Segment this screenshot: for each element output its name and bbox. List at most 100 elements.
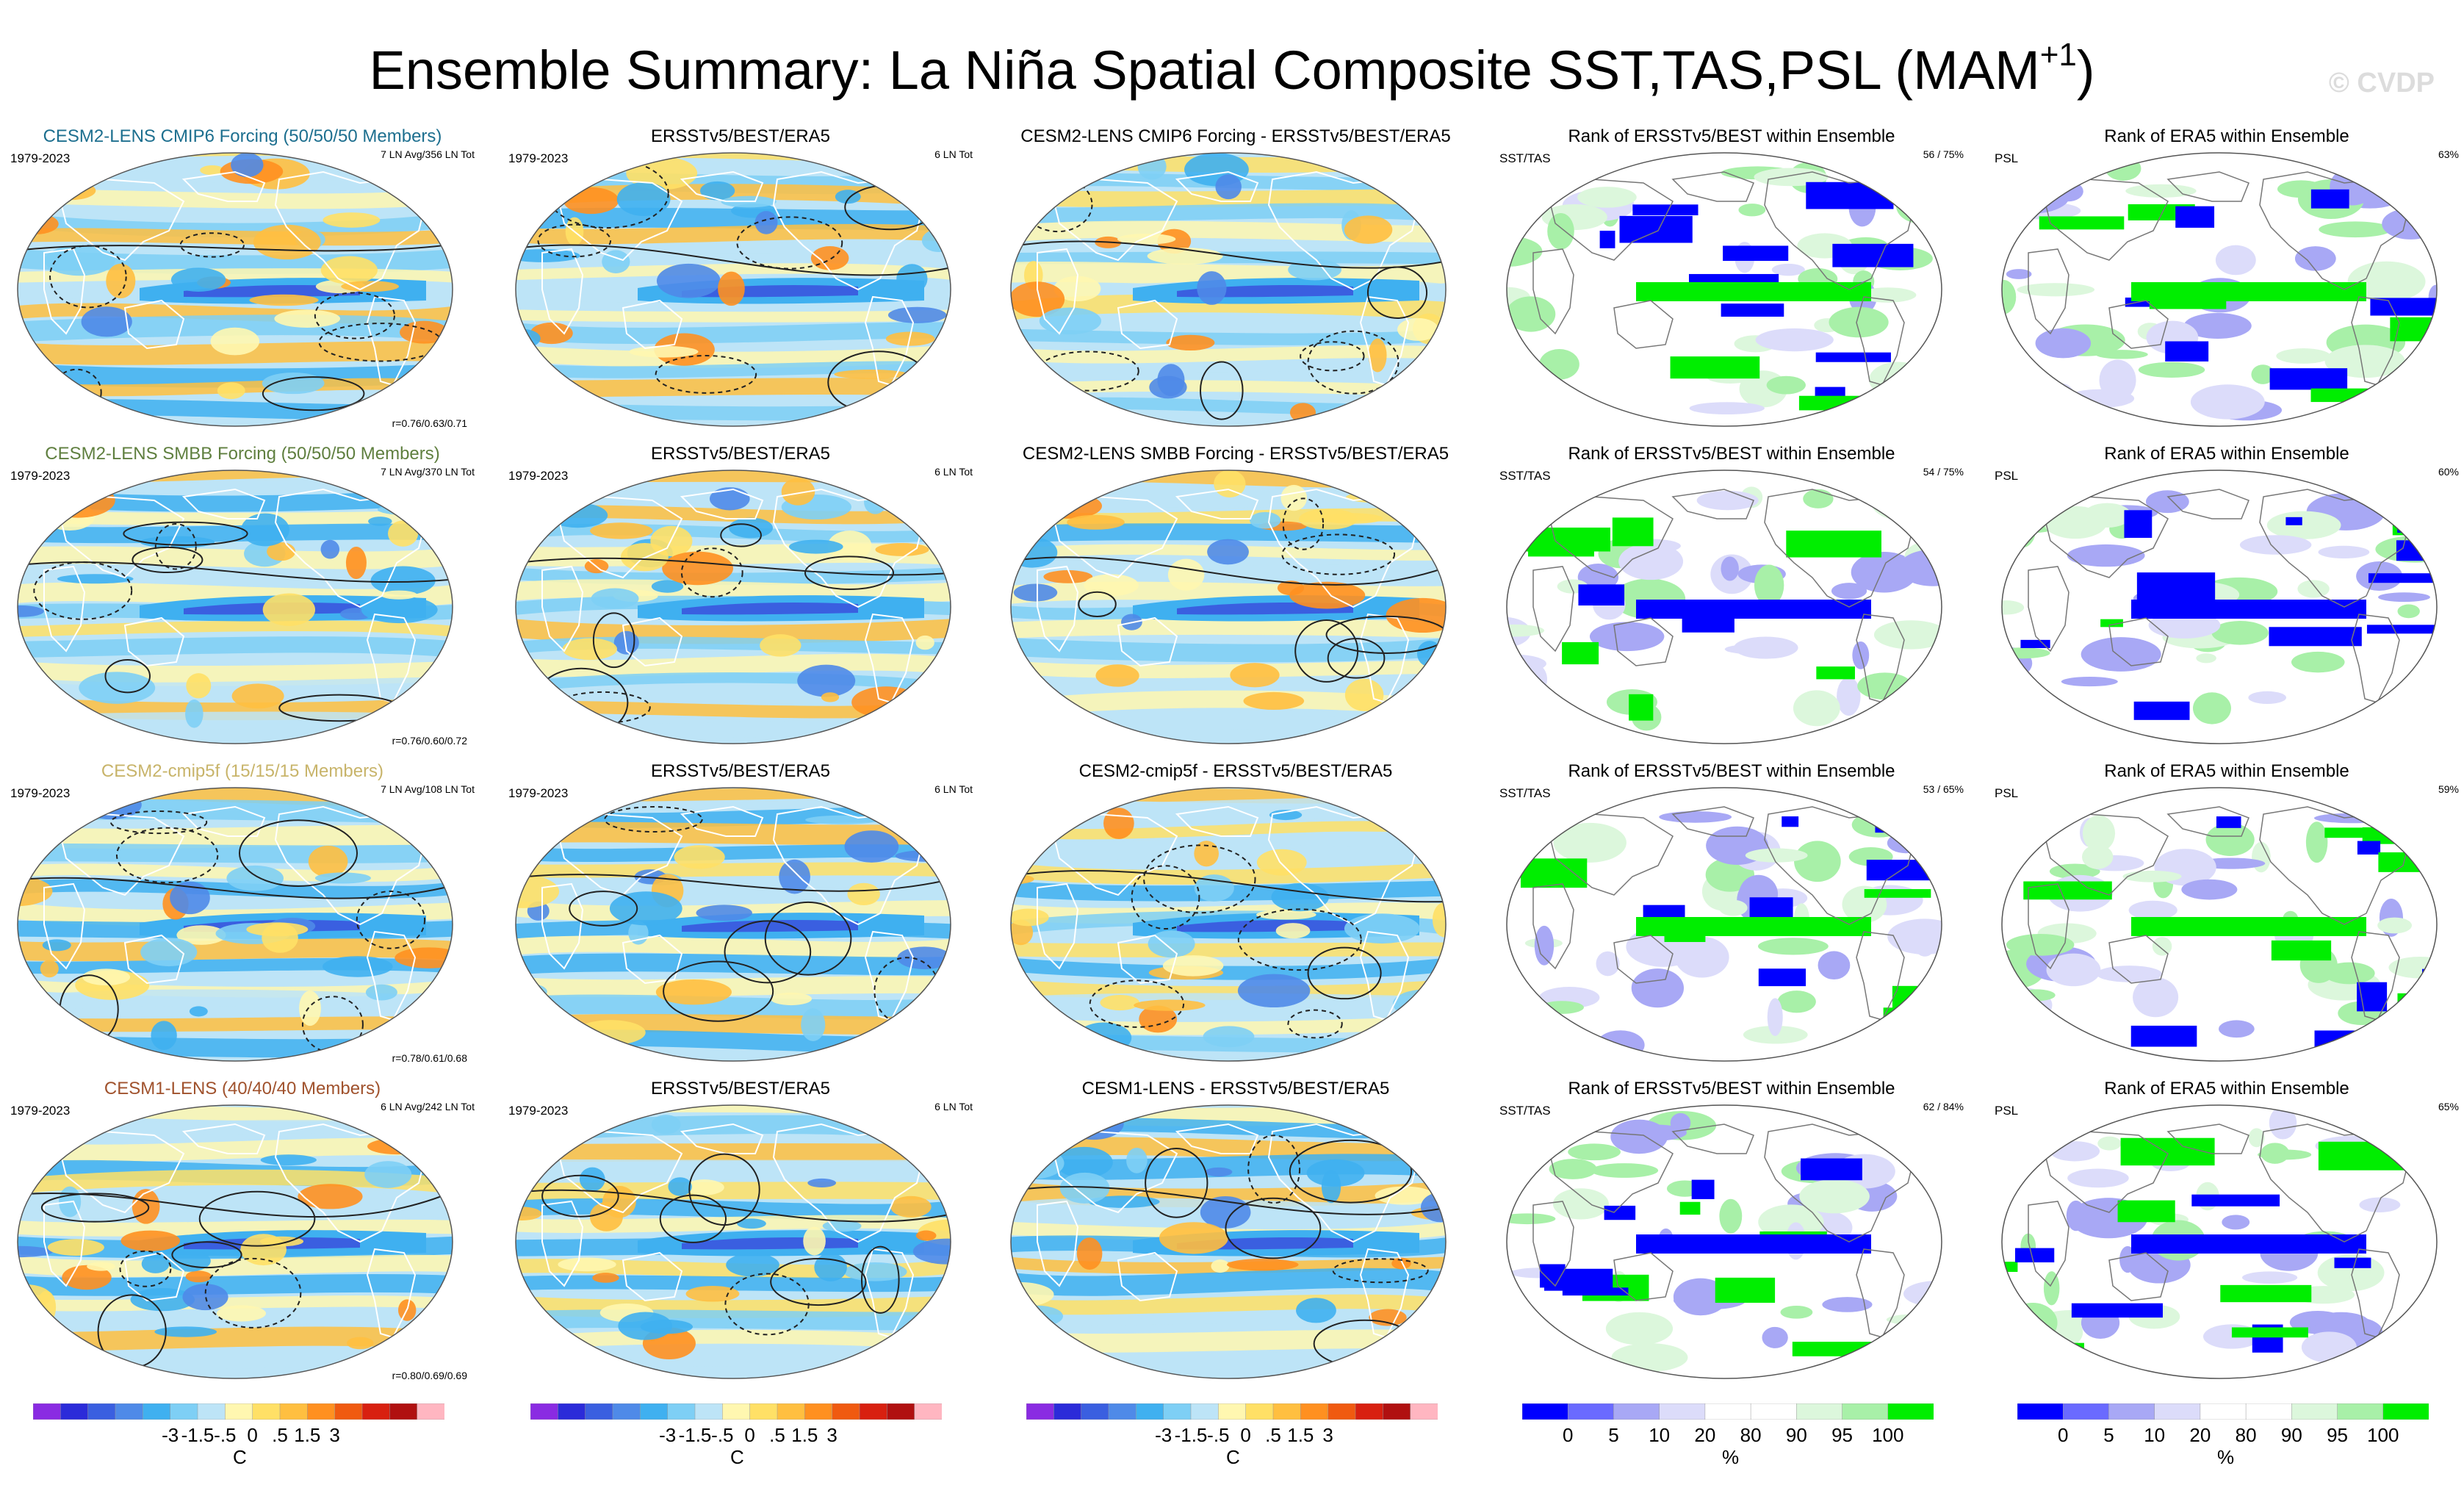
map-field — [2002, 153, 2437, 426]
watermark: © CVDP — [2328, 68, 2435, 98]
map-field — [18, 1105, 453, 1378]
panel-title: ERSSTv5/BEST/ERA5 — [650, 444, 831, 464]
model-panel-1: CESM2-LENS CMIP6 Forcing (50/50/50 Membe… — [7, 126, 478, 435]
colorbar-tick: 3 — [329, 1424, 340, 1446]
panel-title: Rank of ERA5 within Ensemble — [2104, 1079, 2349, 1099]
obs-panel-4: ERSSTv5/BEST/ERA5 1979-2023 6 LN Tot — [505, 1079, 976, 1387]
colorbar-swatch — [640, 1403, 669, 1420]
colorbar-swatch — [694, 1403, 724, 1420]
colorbar-swatches — [2017, 1403, 2429, 1420]
colorbar-swatch — [361, 1403, 391, 1420]
colorbar-tick: 80 — [1740, 1424, 1762, 1446]
colorbar-swatch — [1272, 1403, 1302, 1420]
panel-title: Rank of ERA5 within Ensemble — [2104, 761, 2349, 781]
colorbar-swatch — [887, 1403, 915, 1420]
panel-title: CESM2-LENS CMIP6 Forcing - ERSSTv5/BEST/… — [1020, 126, 1451, 146]
panel-variable: SST/TAS — [1499, 1104, 1551, 1118]
colorbar-swatch — [1163, 1403, 1192, 1420]
global-map — [17, 470, 453, 744]
colorbar-tick: -1.5 — [1174, 1424, 1208, 1446]
panel-variable: PSL — [1995, 786, 2019, 800]
colorbar-swatch — [1218, 1403, 1247, 1420]
panel-title: CESM1-LENS - ERSSTv5/BEST/ERA5 — [1081, 1079, 1390, 1099]
colorbar-tick: -.5 — [711, 1424, 734, 1446]
global-map — [515, 152, 951, 427]
global-map — [1506, 152, 1942, 427]
colorbar-swatch — [1659, 1403, 1706, 1420]
panel-correlation: r=0.76/0.60/0.72 — [392, 735, 467, 747]
colorbar-swatch — [722, 1403, 751, 1420]
colorbar-unit: C — [730, 1446, 744, 1468]
map-field — [516, 788, 951, 1061]
panel-period: 1979-2023 — [508, 1104, 569, 1118]
panel-variable: SST/TAS — [1499, 786, 1551, 800]
colorbar-swatch — [1567, 1403, 1615, 1420]
panel-title: CESM1-LENS (40/40/40 Members) — [104, 1079, 381, 1099]
colorbar-swatches — [32, 1403, 445, 1420]
colorbar-tick: 0 — [1562, 1424, 1574, 1446]
colorbar-swatch — [1796, 1403, 1843, 1420]
model-panel-3: CESM2-cmip5f (15/15/15 Members) 1979-2023… — [7, 761, 478, 1070]
map-field — [1011, 153, 1446, 426]
global-map — [1010, 1104, 1447, 1379]
colorbar-unit: % — [2217, 1446, 2235, 1468]
colorbar-swatch — [859, 1403, 888, 1420]
panel-rank-percent: 60% — [2438, 466, 2459, 478]
main-title-sup: +1 — [2039, 37, 2077, 73]
panel-title: Rank of ERSSTv5/BEST within Ensemble — [1568, 1079, 1895, 1099]
panel-correlation: r=0.76/0.63/0.71 — [392, 417, 467, 429]
map-field — [2002, 1105, 2437, 1378]
colorbar-3: -3 -1.5 -.5 0 .5 1.5 3 C — [1026, 1403, 1438, 1477]
colorbar-swatch — [749, 1403, 778, 1420]
colorbar-swatch — [558, 1403, 586, 1420]
map-field — [18, 470, 453, 744]
map-field — [2002, 470, 2437, 744]
rank-psl_panel-1: Rank of ERA5 within Ensemble PSL 63% — [1992, 126, 2462, 435]
colorbar-tick: 95 — [2327, 1424, 2349, 1446]
panel-event-count: 6 LN Tot — [934, 148, 973, 160]
panel-title: ERSSTv5/BEST/ERA5 — [650, 761, 831, 781]
colorbar-tick: 90 — [2280, 1424, 2302, 1446]
diff-panel-4: CESM1-LENS - ERSSTv5/BEST/ERA5 — [1001, 1079, 1471, 1387]
colorbar-tick: 20 — [2189, 1424, 2211, 1446]
colorbar-tick: -.5 — [214, 1424, 237, 1446]
global-map — [17, 152, 453, 427]
diff-panel-2: CESM2-LENS SMBB Forcing - ERSSTv5/BEST/E… — [1001, 444, 1471, 752]
map-field — [1507, 1105, 1942, 1378]
colorbar-swatch — [914, 1403, 943, 1420]
map-field — [18, 153, 453, 426]
colorbar-swatch — [225, 1403, 253, 1420]
colorbar-swatch — [1026, 1403, 1055, 1420]
panel-title: CESM2-LENS CMIP6 Forcing (50/50/50 Membe… — [43, 126, 442, 146]
map-field — [1507, 788, 1942, 1061]
panel-event-count: 6 LN Tot — [934, 783, 973, 795]
panel-rank-percent: 59% — [2438, 783, 2459, 795]
colorbar-swatch — [1300, 1403, 1329, 1420]
map-field — [1011, 1105, 1446, 1378]
colorbar-swatch — [2382, 1403, 2429, 1420]
colorbar-swatch — [2291, 1403, 2338, 1420]
colorbar-swatch — [2108, 1403, 2155, 1420]
panel-title: CESM2-cmip5f - ERSSTv5/BEST/ERA5 — [1078, 761, 1393, 781]
colorbar-swatch — [832, 1403, 860, 1420]
panel-rank-percent: 56 / 75% — [1923, 148, 1964, 160]
panel-event-count: 7 LN Avg/108 LN Tot — [381, 783, 475, 795]
model-panel-2: CESM2-LENS SMBB Forcing (50/50/50 Member… — [7, 444, 478, 752]
map-field — [2002, 788, 2437, 1061]
colorbar-tick: 100 — [2367, 1424, 2399, 1446]
obs-panel-2: ERSSTv5/BEST/ERA5 1979-2023 6 LN Tot — [505, 444, 976, 752]
global-map — [515, 470, 951, 744]
colorbar-swatch — [1410, 1403, 1438, 1420]
panel-event-count: 7 LN Avg/356 LN Tot — [381, 148, 475, 160]
panel-title: Rank of ERSSTv5/BEST within Ensemble — [1568, 126, 1895, 146]
colorbar-tick: 1.5 — [294, 1424, 321, 1446]
global-map — [1506, 470, 1942, 744]
colorbar-tick: 90 — [1785, 1424, 1807, 1446]
map-field — [516, 1105, 951, 1378]
panel-period: 1979-2023 — [10, 469, 71, 483]
panel-period: 1979-2023 — [508, 469, 569, 483]
colorbar-swatch — [417, 1403, 445, 1420]
colorbar-5: 0 5 10 20 80 90 95 100% — [2017, 1403, 2429, 1477]
colorbar-tick: -3 — [659, 1424, 677, 1446]
colorbar-swatch — [389, 1403, 418, 1420]
